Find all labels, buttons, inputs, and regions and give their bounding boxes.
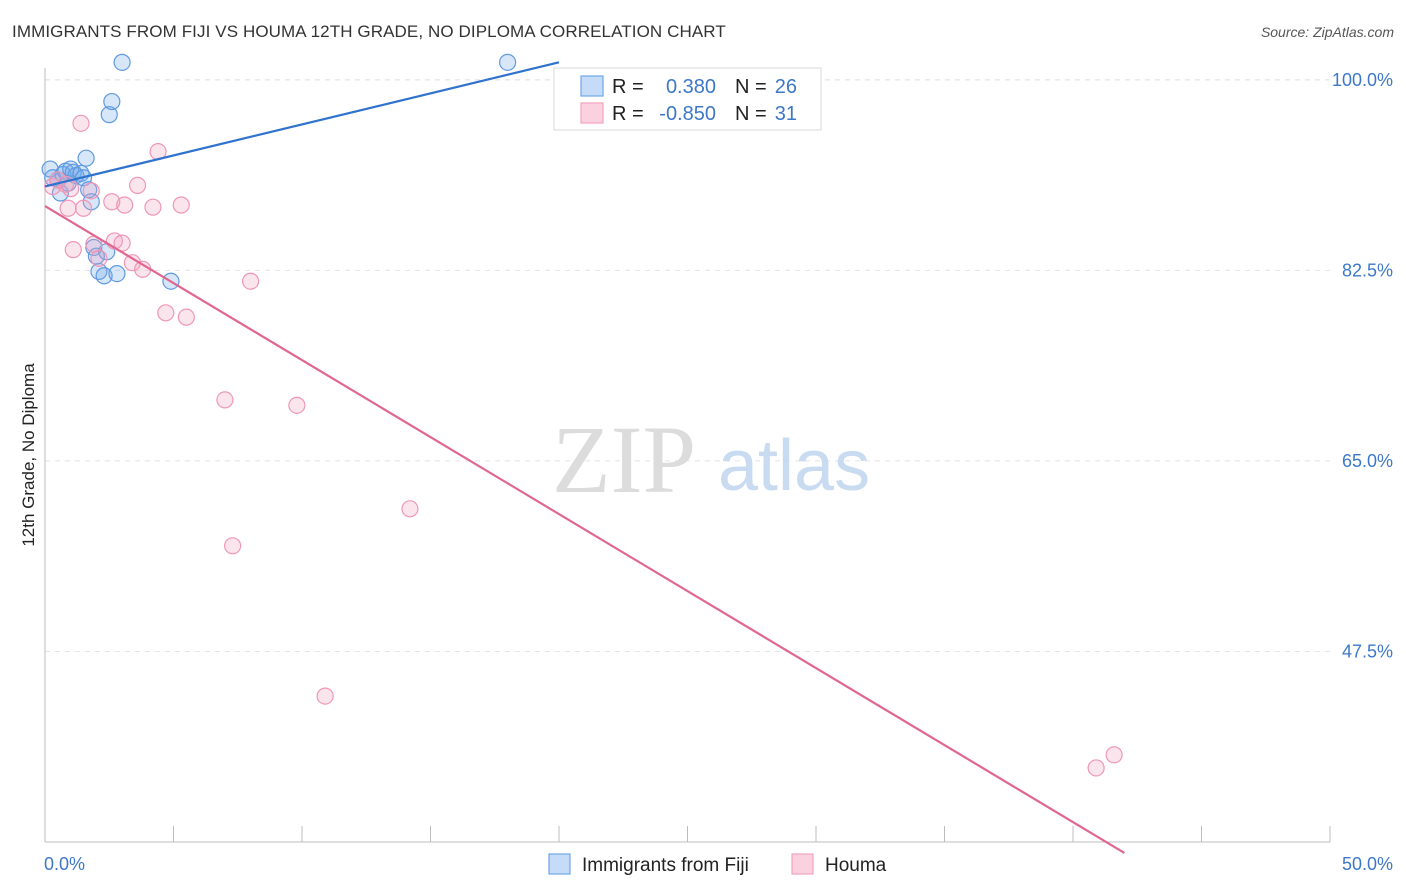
point-houma-16 [128, 176, 147, 194]
point-houma-3 [59, 199, 77, 217]
point-houma-22 [177, 308, 195, 326]
legend-n-value-houma: 31 [775, 103, 797, 125]
watermark-atlas: atlas [718, 426, 870, 506]
chart-title: IMMIGRANTS FROM FIJI VS HOUMA 12TH GRADE… [12, 22, 726, 41]
point-houma-21 [172, 196, 190, 214]
point-houma-10 [90, 249, 108, 267]
point-houma-5 [64, 241, 82, 259]
point-fiji-18 [95, 267, 113, 285]
source-label: Source: ZipAtlas.com [1260, 24, 1394, 40]
x-tick-label-1: 50.0% [1342, 854, 1393, 874]
legend-n-label-fiji: N = [735, 76, 767, 98]
watermark: ZIP atlas [552, 406, 870, 513]
legend-top: R = 0.380 N = 26 R = -0.850 N = 31 [553, 67, 822, 131]
point-houma-29 [1087, 759, 1105, 777]
series-houma-points [44, 114, 1123, 777]
point-houma-23 [216, 391, 234, 409]
point-houma-20 [157, 304, 175, 322]
x-tick-labels: 0.0% 50.0% [44, 854, 1393, 874]
point-houma-4 [62, 180, 80, 198]
point-houma-26 [288, 396, 306, 414]
point-houma-25 [242, 272, 260, 290]
point-fiji-22 [108, 265, 126, 283]
legend-bottom-swatch-fiji [548, 853, 571, 875]
point-fiji-25 [499, 53, 517, 71]
legend-swatch-houma [580, 102, 604, 124]
trend-line-houma [44, 205, 1125, 854]
legend-r-label-fiji: R = [612, 76, 644, 98]
point-fiji-23 [113, 53, 131, 71]
point-houma-18 [144, 198, 162, 216]
watermark-zip: ZIP [552, 406, 696, 513]
point-houma-11 [103, 193, 121, 211]
axes [44, 68, 1331, 843]
point-houma-27 [316, 687, 334, 705]
legend-bottom-label-houma: Houma [825, 855, 887, 876]
y-tick-label-1: 65.0% [1342, 451, 1393, 471]
point-houma-24 [224, 537, 242, 555]
point-houma-30 [1105, 746, 1123, 764]
grid-lines [45, 79, 1330, 652]
point-houma-6 [72, 114, 90, 132]
legend-bottom-label-fiji: Immigrants from Fiji [582, 855, 749, 876]
point-fiji-20 [100, 106, 118, 124]
point-houma-7 [74, 199, 93, 217]
legend-n-value-fiji: 26 [775, 76, 797, 98]
point-houma-8 [82, 182, 100, 200]
legend-bottom-swatch-houma [791, 853, 814, 875]
trend-line-fiji [44, 61, 560, 188]
legend-r-value-houma: -0.850 [659, 103, 716, 125]
x-tick-label-0: 0.0% [44, 854, 85, 874]
y-tick-label-3: 100.0% [1332, 70, 1393, 90]
legend-r-label-houma: R = [612, 103, 644, 125]
y-axis-label: 12th Grade, No Diploma [19, 363, 38, 547]
legend-n-label-houma: N = [735, 103, 767, 125]
y-tick-labels: 47.5% 65.0% 82.5% 100.0% [1332, 70, 1393, 662]
legend-r-value-fiji: 0.380 [666, 76, 716, 98]
legend-swatch-fiji [580, 75, 604, 97]
point-houma-28 [401, 500, 419, 518]
y-tick-label-0: 47.5% [1342, 641, 1393, 661]
legend-bottom: Immigrants from Fiji Houma [548, 853, 887, 876]
point-houma-14 [116, 196, 134, 214]
trend-lines [44, 61, 1125, 854]
y-tick-label-2: 82.5% [1342, 260, 1393, 280]
point-fiji-21 [103, 92, 121, 111]
point-fiji-12 [77, 149, 95, 167]
